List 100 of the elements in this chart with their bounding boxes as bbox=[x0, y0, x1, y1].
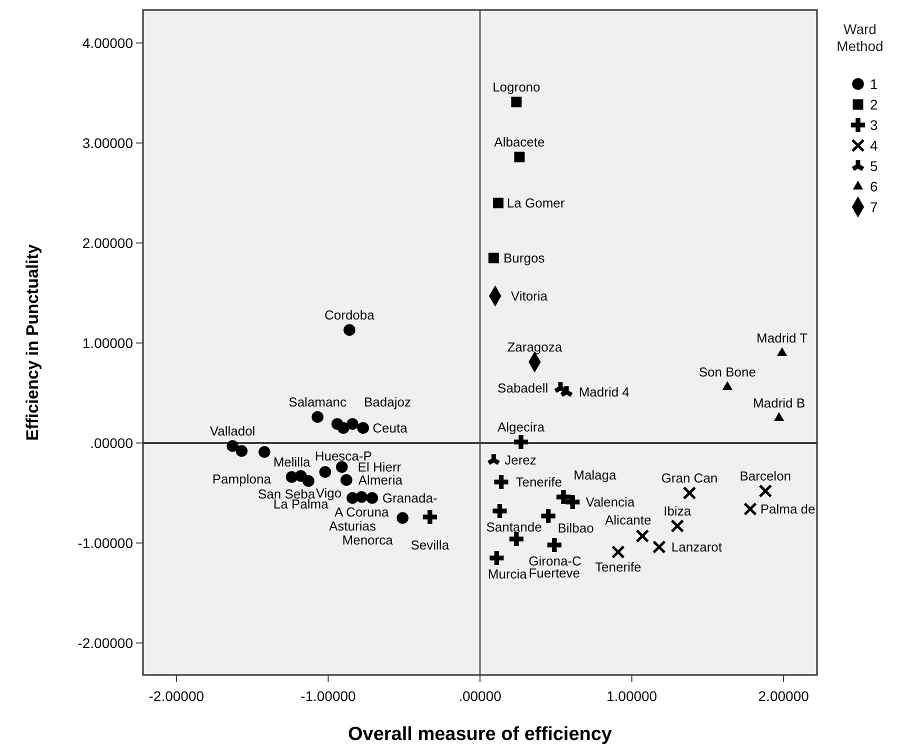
legend-label: 3 bbox=[870, 116, 878, 133]
legend-title: Ward Method bbox=[836, 21, 884, 54]
point bbox=[492, 198, 504, 208]
legend-label: 2 bbox=[870, 96, 878, 112]
point bbox=[758, 484, 772, 498]
annotation: Jerez bbox=[504, 452, 536, 468]
x-axis-title: Overall measure of efficiency bbox=[348, 724, 612, 745]
annotation: Ceuta bbox=[372, 420, 408, 436]
annotation: Vitoria bbox=[510, 288, 548, 304]
point bbox=[556, 490, 571, 504]
annotation: Cordoba bbox=[324, 308, 376, 323]
x-tick-label: 2.00000 bbox=[758, 688, 810, 704]
point bbox=[302, 475, 314, 487]
point bbox=[488, 252, 499, 264]
point bbox=[396, 512, 408, 524]
annotation: Madrid T bbox=[756, 330, 808, 346]
annotation: Madrid 4 bbox=[578, 384, 630, 400]
y-tick-label: 2.00000 bbox=[82, 234, 134, 251]
legend-label: 4 bbox=[870, 137, 878, 154]
point bbox=[560, 386, 573, 397]
point bbox=[722, 381, 733, 390]
point bbox=[514, 152, 525, 162]
annotation: Granada- bbox=[382, 490, 438, 506]
annotation: La Gomer bbox=[506, 196, 566, 211]
y-tick-label: 1.00000 bbox=[82, 334, 134, 351]
point bbox=[490, 550, 504, 566]
point bbox=[337, 422, 350, 434]
annotation: Alicante bbox=[605, 512, 652, 528]
annotation: Zaragoza bbox=[507, 340, 563, 355]
point bbox=[776, 347, 788, 356]
point bbox=[226, 440, 238, 452]
annotation: Ibiza bbox=[664, 504, 692, 519]
x-tick-label: -1.00000 bbox=[300, 688, 356, 704]
annotation: Salamanc bbox=[288, 394, 347, 410]
annotation: Santande bbox=[486, 520, 542, 535]
point bbox=[670, 519, 684, 533]
annotation: Menorca bbox=[342, 532, 394, 548]
annotation: El Hierr bbox=[358, 460, 402, 475]
annotation: Sabadell bbox=[498, 380, 548, 396]
annotation: Badajoz bbox=[364, 394, 412, 410]
point bbox=[541, 508, 556, 524]
annotation: Vigo bbox=[316, 486, 342, 501]
point bbox=[511, 96, 522, 108]
point bbox=[258, 446, 270, 458]
point bbox=[652, 540, 666, 554]
point bbox=[366, 492, 378, 504]
y-tick-label: 4.00000 bbox=[82, 34, 134, 51]
x-tick-label: .00000 bbox=[458, 688, 502, 704]
annotation: Sevilla bbox=[410, 538, 450, 553]
legend-label: 5 bbox=[870, 158, 878, 174]
annotation: Madrid B bbox=[753, 396, 806, 411]
point bbox=[611, 545, 625, 559]
point bbox=[494, 474, 508, 490]
annotation: Lanzarot bbox=[671, 540, 722, 555]
annotation: Malaga bbox=[574, 468, 618, 483]
annotation: Murcia bbox=[488, 566, 528, 582]
y-axis-title: Efficiency in Punctuality bbox=[23, 244, 42, 441]
point bbox=[356, 491, 368, 503]
y-tick-label: .00000 bbox=[90, 434, 134, 451]
annotation: Albacete bbox=[494, 134, 545, 150]
y-tick-label: -1.00000 bbox=[78, 534, 134, 551]
point bbox=[487, 454, 500, 465]
point bbox=[346, 418, 358, 430]
point bbox=[357, 422, 370, 434]
x-tick-label: -2.00000 bbox=[148, 688, 204, 704]
legend-label: 7 bbox=[870, 198, 878, 215]
annotation: Algecira bbox=[498, 420, 546, 435]
annotation: Son Bone bbox=[698, 364, 756, 380]
annotation: Gran Can bbox=[661, 470, 718, 486]
annotation: Palma de bbox=[760, 502, 816, 517]
annotation: Barcelon bbox=[740, 468, 792, 484]
point bbox=[509, 532, 524, 546]
y-tick-label: 3.00000 bbox=[82, 134, 134, 151]
annotation: Tenerife bbox=[595, 560, 642, 575]
point bbox=[682, 486, 696, 500]
annotation: Almeria bbox=[358, 472, 404, 488]
x-tick-label: 1.00000 bbox=[606, 688, 658, 704]
annotation: Pamplona bbox=[212, 472, 272, 487]
annotation: Logrono bbox=[492, 80, 540, 95]
point bbox=[636, 529, 650, 543]
annotation: Asturias bbox=[329, 518, 376, 534]
point bbox=[344, 324, 356, 336]
point bbox=[422, 510, 437, 524]
legend-label: 6 bbox=[870, 178, 878, 194]
point bbox=[236, 445, 248, 457]
point bbox=[319, 466, 332, 478]
point bbox=[514, 434, 528, 450]
y-tick-label: -2.00000 bbox=[78, 634, 134, 651]
point bbox=[492, 504, 507, 518]
annotation: Valladol bbox=[210, 424, 256, 439]
point bbox=[774, 412, 784, 421]
annotation: Tenerife bbox=[516, 474, 562, 490]
annotation: A Coruna bbox=[334, 504, 390, 520]
point bbox=[547, 538, 562, 552]
point bbox=[566, 494, 580, 510]
point bbox=[336, 461, 348, 473]
point bbox=[312, 411, 324, 423]
point bbox=[743, 502, 757, 516]
annotation: Melilla bbox=[273, 454, 311, 470]
annotation: Bilbao bbox=[558, 520, 594, 536]
